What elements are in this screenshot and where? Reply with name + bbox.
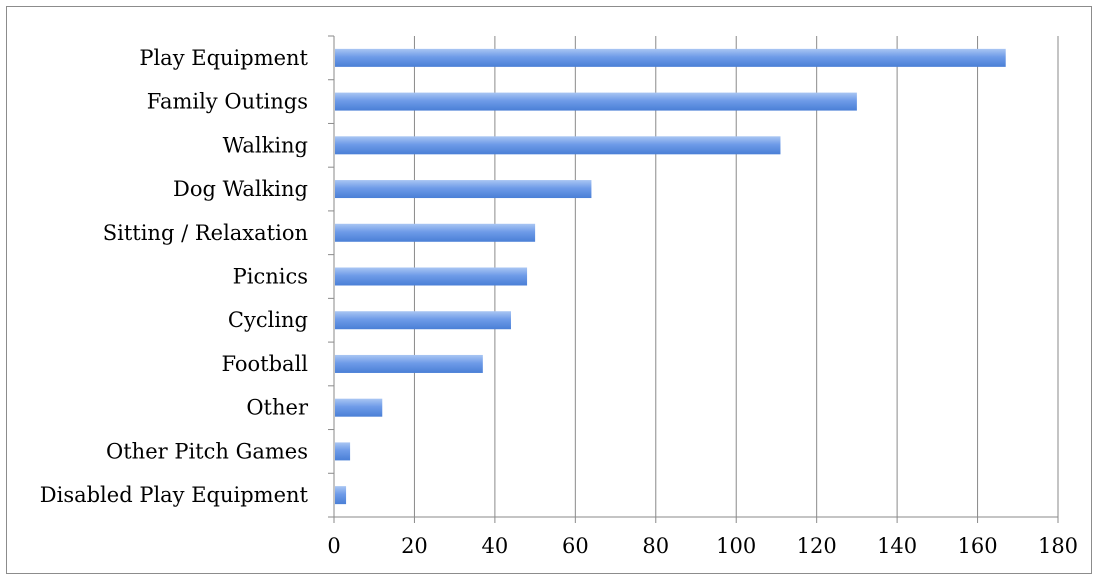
category-label: Picnics xyxy=(233,265,308,289)
bar-walking xyxy=(335,136,781,155)
category-label: Family Outings xyxy=(147,90,308,114)
bar-sitting-relaxation xyxy=(335,223,536,242)
bar-football xyxy=(335,354,483,373)
bar-other xyxy=(335,398,383,417)
category-label: Disabled Play Equipment xyxy=(40,483,309,507)
gridlines xyxy=(413,36,1059,517)
bar-other-pitch-games xyxy=(335,442,351,461)
bar-play-equipment xyxy=(335,48,1006,67)
bar-family-outings xyxy=(335,92,857,111)
category-label: Cycling xyxy=(228,308,308,332)
x-tick-label: 100 xyxy=(716,534,756,558)
x-tick-label: 20 xyxy=(401,534,428,558)
x-tick-label: 60 xyxy=(562,534,589,558)
category-label: Dog Walking xyxy=(173,177,308,201)
category-label: Other Pitch Games xyxy=(106,439,308,463)
bar-dog-walking xyxy=(335,180,592,199)
category-label: Play Equipment xyxy=(139,46,308,70)
x-tick-label: 40 xyxy=(482,534,509,558)
x-tick-label: 180 xyxy=(1038,534,1078,558)
bar-cycling xyxy=(335,311,511,330)
axes xyxy=(328,35,1059,523)
category-label: Walking xyxy=(223,133,308,157)
x-tick-label: 80 xyxy=(642,534,669,558)
bars xyxy=(335,48,1006,505)
category-label: Sitting / Relaxation xyxy=(103,221,308,245)
category-label: Football xyxy=(221,352,308,376)
x-tick-label: 0 xyxy=(327,534,340,558)
category-label: Other xyxy=(246,396,309,420)
x-tick-label: 160 xyxy=(958,534,998,558)
x-tick-label: 140 xyxy=(877,534,917,558)
labels: Play Equipment Family Outings Walking Dog W… xyxy=(40,46,1078,558)
x-tick-label: 120 xyxy=(797,534,837,558)
bar-disabled-play-equipment xyxy=(335,486,347,505)
bar-picnics xyxy=(335,267,528,286)
